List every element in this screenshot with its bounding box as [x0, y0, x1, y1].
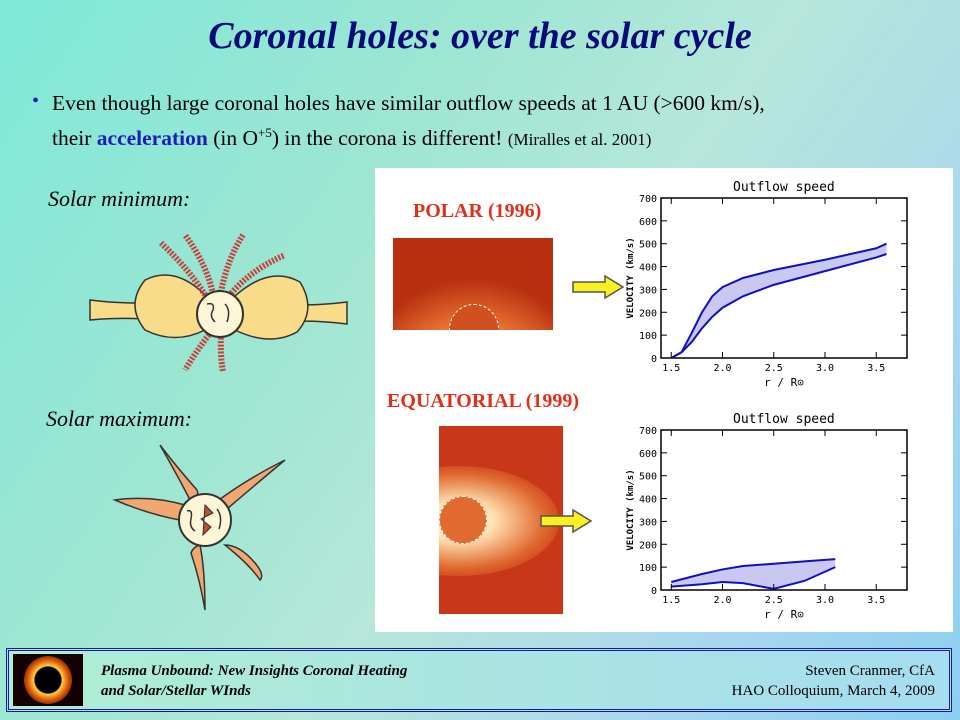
x-tick-label: 2.0: [713, 363, 731, 374]
bullet-line-2-pre: their: [52, 126, 92, 151]
x-axis-label: r / R⊙: [764, 608, 804, 621]
y-tick-label: 600: [639, 449, 657, 460]
arrow-right-icon: [572, 274, 625, 300]
y-tick-label: 600: [639, 217, 657, 228]
streamer-right-lobe: [234, 275, 309, 340]
x-tick-label: 3.5: [867, 363, 885, 374]
x-tick-label: 2.5: [765, 363, 783, 374]
y-tick-label: 700: [639, 194, 657, 205]
graph-title-2: Outflow speed: [733, 412, 835, 427]
results-panel: POLAR (1996) EQUATORIAL (1999) Outflow s…: [375, 168, 953, 632]
x-tick-label: 2.5: [765, 595, 783, 606]
y-tick-label: 200: [639, 540, 657, 551]
footer-author: Steven Cranmer, CfA HAO Colloquium, Marc…: [732, 661, 935, 701]
graph-title-1: Outflow speed: [733, 180, 835, 195]
y-tick-label: 700: [639, 426, 657, 437]
y-tick-label: 100: [639, 331, 657, 342]
solar-maximum-label: Solar maximum:: [46, 406, 193, 431]
y-axis-label: VELOCITY (km/s): [626, 237, 636, 318]
acceleration-word: acceleration: [96, 126, 208, 151]
polar-coronagraph-image: [393, 238, 553, 330]
citation: (Miralles et al. 2001): [507, 130, 652, 150]
y-tick-label: 200: [639, 308, 657, 319]
footer-left-line-1: Plasma Unbound: New Insights Coronal Hea…: [101, 663, 408, 679]
ion-charge: +5: [257, 125, 272, 140]
footer-right-line-2: HAO Colloquium, March 4, 2009: [731, 683, 935, 699]
outflow-chart-polar: 0 100 200 300 400 500 600 700 1.5 2.0 2.5 3.0 3.5 r /…: [626, 194, 908, 389]
x-tick-label: 1.5: [662, 595, 680, 606]
plot-frame: [660, 429, 908, 591]
x-tick-label: 3.5: [867, 595, 885, 606]
sun-disk: [196, 290, 244, 338]
band-fill: [671, 243, 887, 358]
streamer-left-lobe: [134, 274, 206, 339]
y-tick-label: 400: [639, 263, 657, 274]
footer-talk-title: Plasma Unbound: New Insights Coronal Hea…: [101, 661, 407, 701]
x-axis-label: r / R⊙: [764, 376, 804, 389]
bullet-line-1: Even though large coronal holes have sim…: [52, 91, 765, 115]
slide-title: Coronal holes: over the solar cycle: [208, 15, 752, 57]
y-tick-label: 500: [639, 240, 657, 251]
arrow-right-icon: [540, 508, 593, 534]
series-line-1: [671, 566, 836, 590]
x-tick-label: 1.5: [662, 363, 680, 374]
y-tick-label: 0: [651, 586, 657, 597]
outflow-chart-equatorial: 0 100 200 300 400 500 600 700 1.5 2.0 2.5 3.0 3.5 r /…: [626, 426, 908, 621]
y-tick-label: 500: [639, 472, 657, 483]
footer-right-line-1: Steven Cranmer, CfA: [805, 663, 935, 679]
series-line-0: [670, 558, 836, 583]
eclipse-logo: [13, 654, 83, 706]
plot-frame: [660, 197, 908, 359]
y-tick-label: 300: [639, 285, 657, 296]
polar-title: POLAR (1996): [413, 200, 542, 222]
y-axis-label: VELOCITY (km/s): [626, 469, 636, 550]
solar-minimum-diagram: [89, 233, 348, 373]
footer-bar: Plasma Unbound: New Insights Coronal Hea…: [6, 648, 952, 712]
bullet-icon: •: [32, 90, 40, 112]
y-tick-label: 400: [639, 495, 657, 506]
band-fill: [671, 559, 836, 589]
x-tick-label: 2.0: [713, 595, 731, 606]
y-tick-label: 100: [639, 563, 657, 574]
x-tick-label: 3.0: [816, 595, 834, 606]
bullet-line-2-post: ) in the corona is different!: [271, 126, 503, 151]
y-tick-label: 300: [639, 517, 657, 528]
solar-minimum-label: Solar minimum:: [48, 186, 191, 211]
x-tick-label: 3.0: [816, 363, 834, 374]
series-line-0: [670, 242, 887, 359]
series-line-1: [670, 253, 887, 359]
sun-disk-max: [178, 493, 232, 547]
bullet-text: Even though large coronal holes have sim…: [52, 88, 765, 155]
solar-maximum-diagram: [112, 444, 286, 611]
footer-left-line-2: and Solar/Stellar WInds: [101, 683, 251, 699]
equatorial-title: EQUATORIAL (1999): [387, 390, 580, 412]
y-tick-label: 0: [651, 354, 657, 365]
bullet-line-2-mid: (in O: [213, 126, 258, 151]
